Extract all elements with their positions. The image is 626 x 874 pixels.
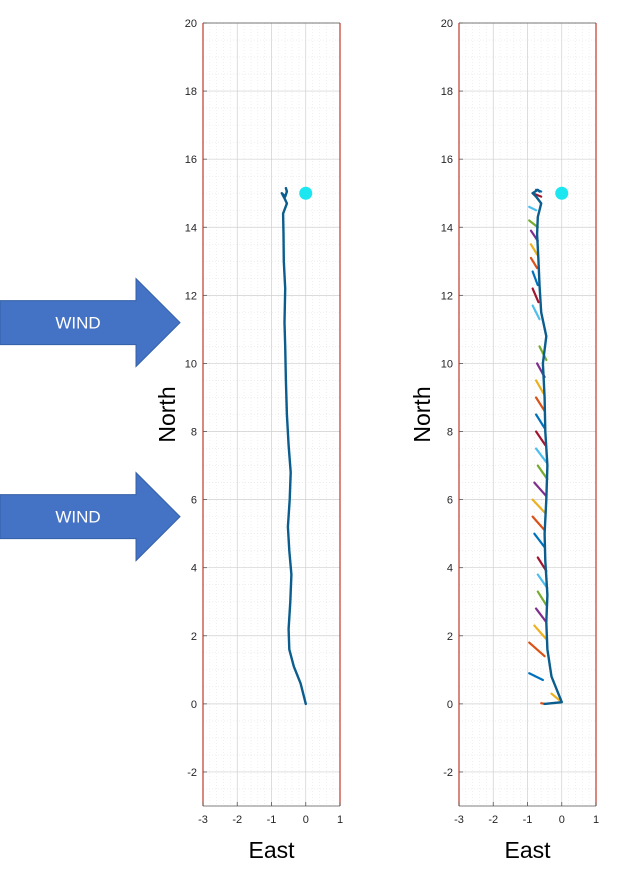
heading-segment [529, 256, 539, 270]
y-tick-label: 14 [441, 222, 453, 234]
x-tick-label: -3 [454, 814, 464, 826]
x-tick-label: -2 [488, 814, 498, 826]
heading-segment [533, 624, 548, 641]
x-tick-label: 1 [337, 814, 343, 826]
wind-arrow: WIND [0, 277, 181, 368]
y-tick-label: 8 [191, 427, 197, 439]
y-tick-label: 16 [185, 154, 197, 166]
y-tick-label: 2 [191, 631, 197, 643]
heading-segment [528, 205, 538, 212]
y-tick-label: -2 [443, 767, 453, 779]
y-tick-label: 18 [441, 86, 453, 98]
heading-segment [531, 515, 546, 532]
y-axis-label: North [154, 386, 180, 442]
x-tick-label: 0 [559, 814, 565, 826]
x-tick-label: 0 [303, 814, 309, 826]
heading-segment [531, 287, 540, 304]
y-axis-label: North [409, 386, 435, 442]
wind-arrow-shape [0, 277, 181, 368]
y-tick-label: 18 [185, 86, 197, 98]
y-tick-label: 0 [447, 699, 453, 711]
trajectory-line [280, 186, 307, 706]
wind-arrow: WIND [0, 471, 181, 562]
y-tick-label: -2 [187, 767, 197, 779]
y-tick-label: 20 [185, 18, 197, 30]
y-tick-label: 4 [191, 563, 197, 575]
y-tick-label: 2 [447, 631, 453, 643]
heading-segment [528, 641, 546, 658]
heading-segment [533, 481, 548, 498]
heading-segment [534, 447, 548, 464]
y-tick-label: 8 [447, 427, 453, 439]
y-tick-label: 10 [441, 358, 453, 370]
heading-segment [538, 345, 548, 362]
plot-panel-2: -3 -2 -1 0 1 -2 0 2 4 6 8 10 12 14 16 18 20 East North [409, 18, 599, 863]
wind-arrow-label: WIND [55, 508, 100, 527]
y-tick-label: 12 [441, 290, 453, 302]
x-tick-label: 1 [593, 814, 599, 826]
plot-panel-1: -3 -2 -1 0 1 -2 0 2 4 6 8 10 12 14 16 18 20 East North [154, 18, 343, 863]
heading-segment [534, 413, 546, 430]
heading-segment [531, 498, 547, 515]
x-axis-label: East [248, 837, 295, 863]
y-tick-label: 12 [185, 290, 197, 302]
y-tick-label: 10 [185, 358, 197, 370]
heading-segment [534, 607, 548, 624]
x-axis-label: East [504, 837, 551, 863]
heading-segment [531, 304, 541, 321]
y-tick-label: 6 [447, 495, 453, 507]
heading-segment [529, 243, 539, 256]
heading-segment [534, 430, 547, 447]
heading-segment [534, 379, 546, 396]
y-tick-label: 4 [447, 563, 453, 575]
wind-arrow-label: WIND [55, 314, 100, 333]
x-tick-label: -1 [267, 814, 277, 826]
y-tick-label: 0 [191, 699, 197, 711]
trajectory-line [531, 188, 563, 706]
heading-segment [528, 672, 545, 682]
wind-arrow-shape [0, 471, 181, 562]
y-tick-label: 14 [185, 222, 197, 234]
y-tick-label: 16 [441, 154, 453, 166]
heading-segment [536, 590, 548, 607]
heading-segment [536, 464, 549, 481]
heading-segment [534, 396, 546, 413]
x-tick-label: -1 [523, 814, 533, 826]
heading-segment [533, 532, 546, 549]
x-tick-label: -2 [232, 814, 242, 826]
target-marker [555, 186, 569, 200]
y-tick-label: 20 [441, 18, 453, 30]
y-tick-label: 6 [191, 495, 197, 507]
x-tick-label: -3 [198, 814, 208, 826]
heading-segment [531, 270, 539, 287]
target-marker [299, 186, 313, 200]
